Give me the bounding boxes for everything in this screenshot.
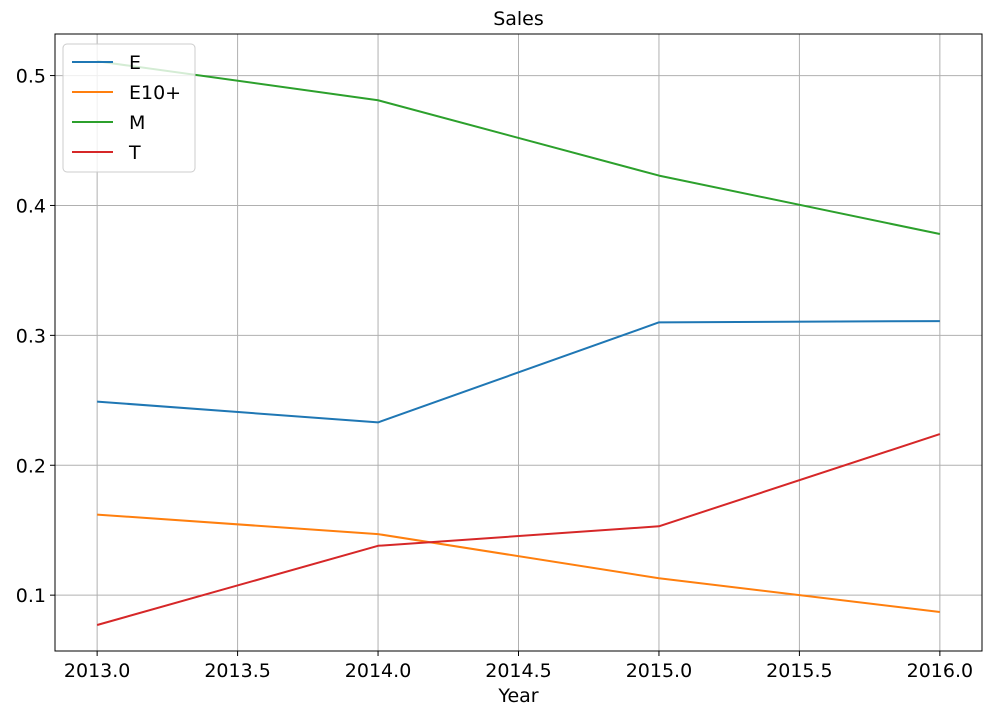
x-axis-label: Year bbox=[497, 685, 538, 707]
series-line-e bbox=[97, 320, 940, 424]
y-tick-label: 0.4 bbox=[16, 195, 46, 217]
series-line-m bbox=[96, 60, 941, 236]
series-line-t bbox=[96, 433, 941, 626]
x-tick-label: 2015.5 bbox=[766, 660, 832, 682]
axis-ticks: 2013.0 2013.5 2014.0 2014.5 2015.0 2015.5 2016… bbox=[16, 66, 973, 682]
x-tick-label: 2014.0 bbox=[345, 660, 411, 682]
y-tick-label: 0.2 bbox=[16, 455, 46, 477]
y-tick-label: 0.3 bbox=[16, 325, 46, 347]
x-tick-label: 2014.5 bbox=[485, 660, 551, 682]
legend-label: E bbox=[129, 52, 141, 74]
x-tick-label: 2013.5 bbox=[204, 660, 270, 682]
x-tick-label: 2016.0 bbox=[907, 660, 973, 682]
legend: E E10+ MT bbox=[62, 43, 196, 173]
legend-label: M bbox=[129, 112, 145, 134]
y-tick-label: 0.5 bbox=[16, 66, 46, 88]
chart-title: Sales bbox=[493, 8, 544, 30]
legend-box bbox=[62, 43, 196, 173]
grid-lines bbox=[55, 34, 982, 651]
series-line-e10 bbox=[97, 513, 940, 614]
series-lines bbox=[96, 60, 941, 626]
legend-label: T bbox=[128, 142, 141, 164]
x-tick-label: 2015.0 bbox=[626, 660, 692, 682]
x-tick-label: 2013.0 bbox=[64, 660, 130, 682]
legend-label: E10+ bbox=[129, 82, 181, 104]
y-tick-label: 0.1 bbox=[16, 585, 46, 607]
